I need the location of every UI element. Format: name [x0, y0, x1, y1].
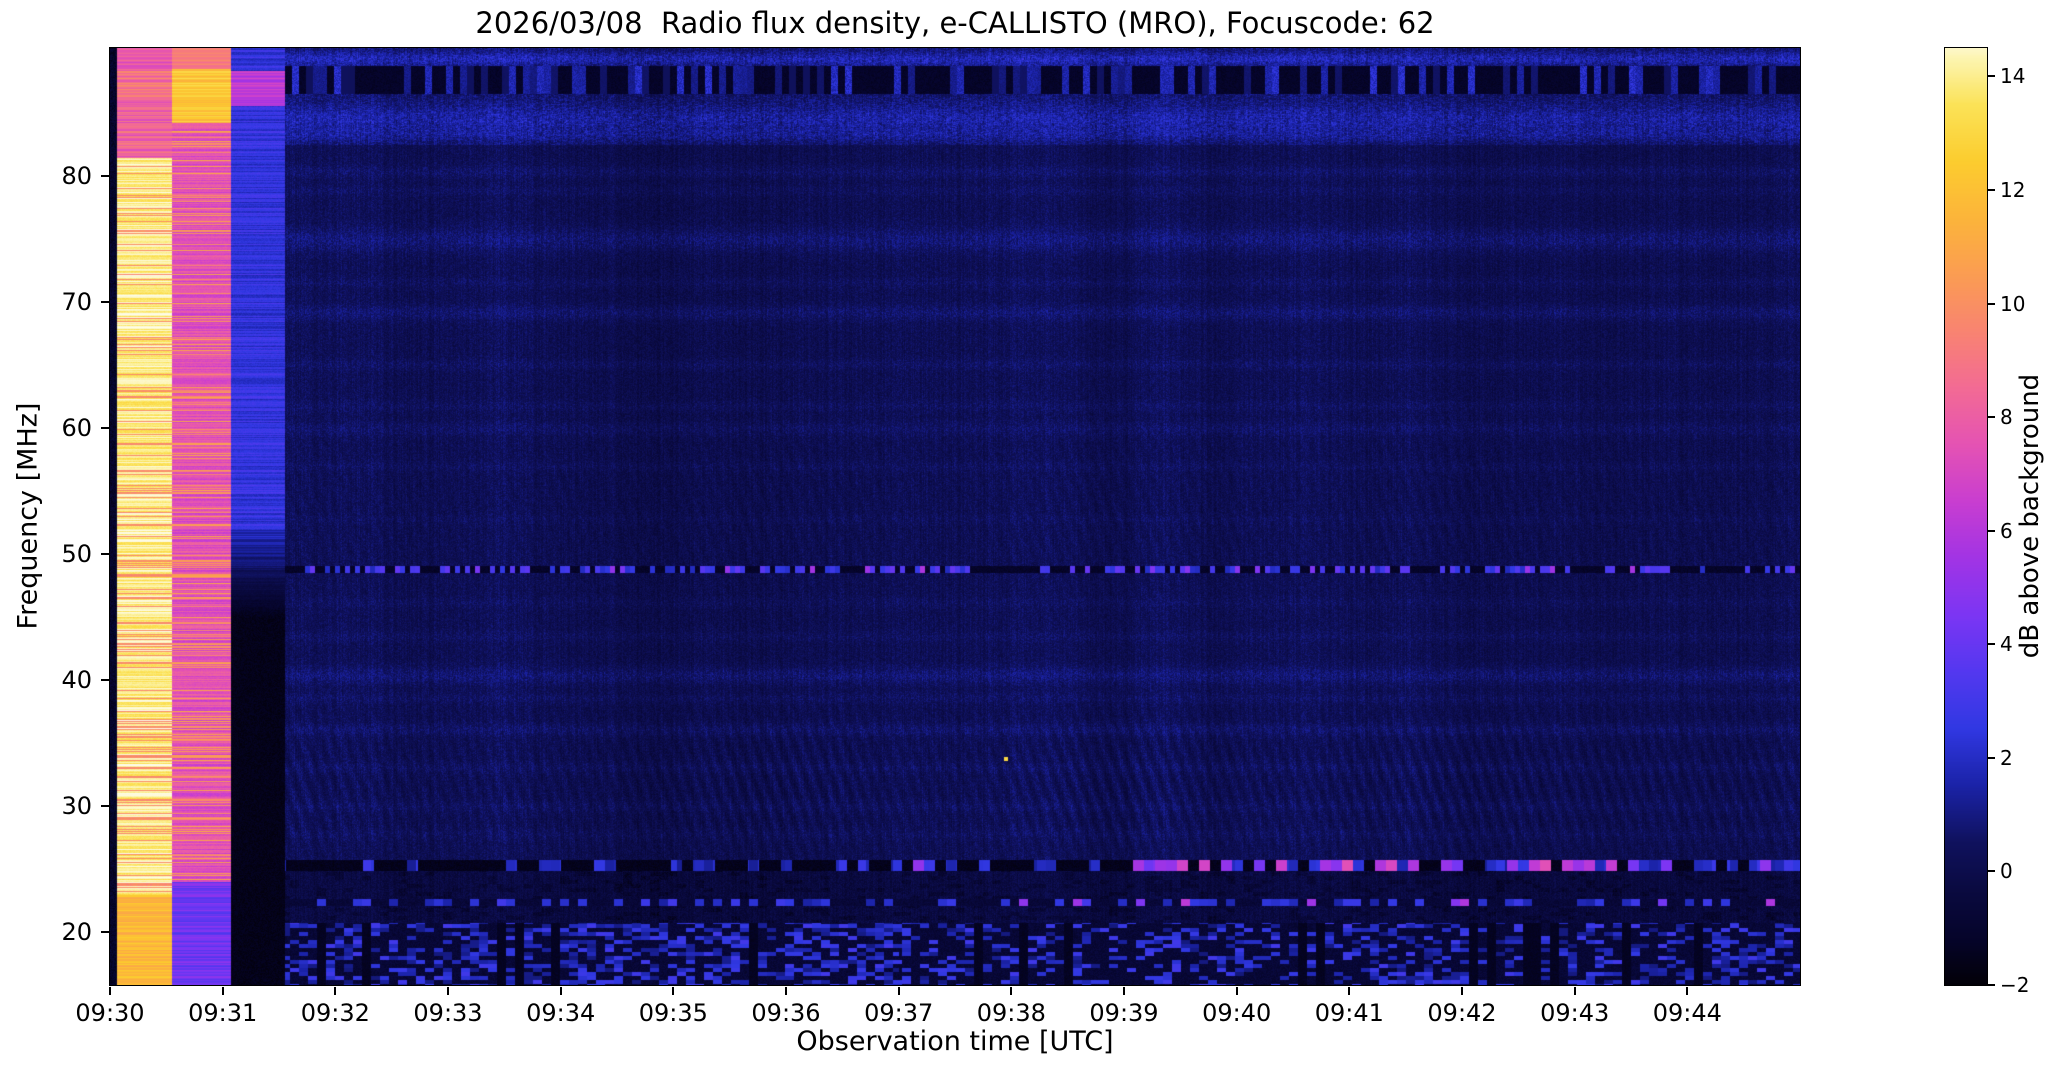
x-tick-label: 09:33: [413, 999, 483, 1027]
x-tick-label: 09:36: [751, 999, 821, 1027]
colorbar-tick-label: 10: [2000, 291, 2026, 316]
colorbar-tick-label: −2: [2000, 973, 2030, 997]
colorbar-tick-mark: [1988, 529, 1995, 532]
chart-title: 2026/03/08 Radio flux density, e-CALLIST…: [475, 6, 1435, 40]
x-tick-mark: [559, 987, 562, 995]
x-tick-mark: [1348, 987, 1351, 995]
x-tick-mark: [1461, 987, 1463, 995]
colorbar-tick-mark: [1988, 416, 1995, 419]
colorbar-tick-mark: [1988, 188, 1995, 191]
colorbar-tick-label: 8: [2000, 405, 2013, 430]
spectrogram-canvas: [110, 48, 1800, 985]
x-tick-label: 09:31: [188, 999, 258, 1027]
x-tick-label: 09:41: [1314, 999, 1384, 1027]
y-tick-mark: [101, 679, 109, 682]
x-tick-label: 09:42: [1427, 999, 1497, 1027]
x-tick-mark: [785, 987, 787, 995]
colorbar-tick-mark: [1988, 643, 1995, 646]
x-tick-label: 09:30: [75, 999, 145, 1027]
y-tick-mark: [101, 805, 109, 808]
colorbar-tick-mark: [1988, 75, 1995, 78]
y-tick-mark: [101, 553, 109, 556]
colorbar-tick-label: 2: [2000, 745, 2013, 770]
y-tick-mark: [101, 301, 109, 304]
x-tick-mark: [1235, 987, 1238, 995]
colorbar-tick-label: 0: [2000, 859, 2013, 884]
x-tick-label: 09:32: [300, 999, 370, 1027]
y-tick-label: 80: [61, 162, 92, 191]
x-tick-mark: [897, 987, 900, 995]
x-axis-label: Observation time [UTC]: [796, 1026, 1114, 1057]
x-tick-label: 09:38: [976, 999, 1046, 1027]
y-tick-label: 40: [61, 666, 92, 695]
x-tick-mark: [1010, 987, 1013, 995]
y-tick-label: 70: [61, 288, 92, 317]
colorbar-tick-mark: [1988, 302, 1995, 305]
x-tick-mark: [1123, 987, 1125, 995]
x-tick-label: 09:44: [1652, 999, 1722, 1027]
y-tick-label: 60: [61, 414, 92, 443]
x-tick-label: 09:40: [1202, 999, 1272, 1027]
colorbar-tick-mark: [1988, 870, 1995, 873]
x-tick-mark: [221, 987, 224, 995]
colorbar-tick-mark: [1988, 756, 1995, 759]
y-tick-mark: [101, 427, 109, 430]
x-tick-label: 09:37: [864, 999, 934, 1027]
colorbar-tick-label: 6: [2000, 518, 2013, 543]
colorbar-tick-label: 14: [2000, 64, 2026, 89]
colorbar-label: dB above background: [2015, 373, 2045, 659]
colorbar: [1944, 47, 1988, 986]
y-tick-mark: [101, 175, 109, 178]
y-tick-label: 20: [61, 918, 92, 947]
x-tick-mark: [334, 987, 337, 995]
y-tick-label: 50: [61, 540, 92, 569]
colorbar-tick-label: 12: [2000, 177, 2026, 202]
x-tick-label: 09:35: [638, 999, 708, 1027]
colorbar-tick-label: 4: [2000, 632, 2013, 657]
x-tick-mark: [109, 987, 111, 995]
colorbar-tick-mark: [1988, 984, 1995, 986]
x-tick-mark: [1573, 987, 1576, 995]
x-tick-label: 09:39: [1089, 999, 1159, 1027]
x-tick-label: 09:43: [1540, 999, 1610, 1027]
plot-area: [109, 47, 1801, 986]
x-tick-label: 09:34: [526, 999, 596, 1027]
x-tick-mark: [672, 987, 675, 995]
y-tick-label: 30: [61, 792, 92, 821]
y-tick-mark: [101, 931, 109, 934]
x-tick-mark: [447, 987, 449, 995]
x-tick-mark: [1686, 987, 1689, 995]
